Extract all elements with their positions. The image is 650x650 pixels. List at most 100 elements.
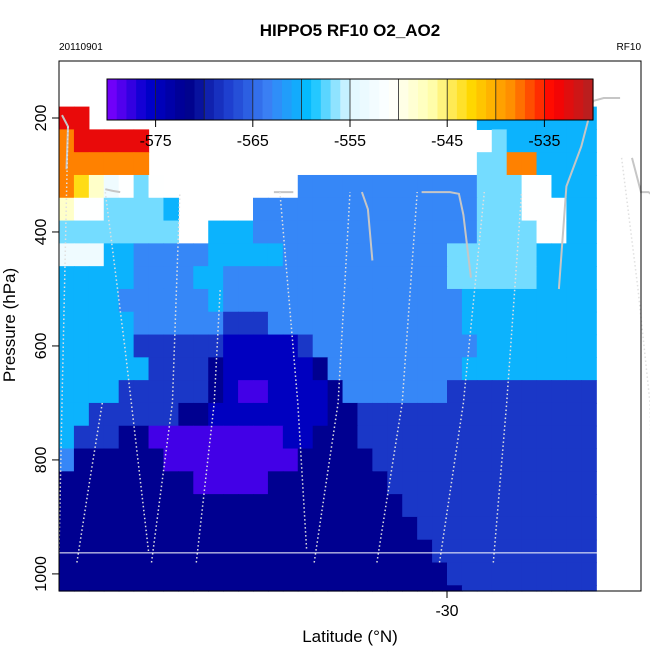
heat-cell [521,402,538,427]
y-axis-label: Pressure (hPa) [0,268,19,382]
heat-cell [566,425,582,450]
heat-cell [551,220,567,244]
heat-cell [223,425,239,450]
heat-cell [133,288,150,313]
heat-cell [297,357,314,381]
heat-cell [491,425,508,450]
heat-cell [253,380,269,404]
heat-cell [59,516,75,541]
heat-cell [238,311,254,336]
heat-cell [253,243,269,267]
heat-cell [118,152,135,176]
heat-cell [521,539,538,564]
heat-cell [461,311,478,336]
heat-cell [566,585,582,592]
colorbar-swatch [379,79,390,120]
heat-cell [566,448,582,472]
heat-cell [88,129,105,153]
heat-cell [551,357,567,381]
heat-cell [506,197,523,222]
heat-cell [88,562,105,586]
heat-cell [193,266,209,290]
heat-cell [223,311,239,336]
heat-cell [223,516,239,541]
heat-cell [223,402,239,427]
colorbar-tick-label: -535 [528,133,560,150]
heat-cell [59,288,75,313]
heat-cell [73,494,90,518]
heat-cell [536,174,553,199]
heat-cell [327,516,344,541]
heat-cell [402,311,418,336]
heat-cell [163,357,179,381]
heat-cell [267,425,284,450]
colorbar-swatch [524,79,536,120]
heat-cell [342,539,359,564]
heat-cell [73,562,90,586]
heat-cell [581,220,597,244]
heat-cell [103,562,120,586]
heat-cell [581,357,597,381]
heat-cell [447,471,463,495]
heat-cell [551,288,567,313]
heat-cell [253,562,269,586]
heat-cell [88,197,105,222]
heat-cell [551,197,567,222]
heat-cell [238,539,254,564]
heat-cell [88,152,105,176]
heat-cell [372,402,388,427]
heat-cell [506,448,523,472]
heat-cell [536,516,553,541]
heat-cell [223,471,239,495]
heat-cell [581,197,597,222]
heat-cell [148,357,165,381]
heat-cell [297,380,314,404]
heat-cell [297,494,314,518]
heat-cell [208,494,224,518]
heat-cell [253,494,269,518]
heat-cell [417,585,433,592]
heat-cell [536,425,553,450]
heat-cell [88,425,105,450]
heat-cell [402,562,418,586]
heat-cell [387,380,403,404]
heat-cell [208,516,224,541]
heat-cell [581,152,597,176]
heat-cell [312,243,329,267]
heat-cell [476,220,493,244]
heat-cell [387,311,403,336]
heat-cell [506,539,523,564]
heat-cell [88,266,105,290]
heat-cell [447,516,463,541]
heat-cell [208,562,224,586]
heat-cell [178,448,194,472]
heat-cell [327,220,344,244]
heat-cell [357,448,373,472]
heat-cell [73,334,90,358]
heat-cell [88,243,105,267]
heat-cell [88,402,105,427]
heat-cell [327,425,344,450]
heat-cell [103,357,120,381]
heat-cell [88,380,105,404]
heat-cell [133,448,150,472]
colorbar-swatch [165,79,176,120]
heat-cell [581,471,597,495]
heat-cell [297,311,314,336]
heat-cell [118,448,135,472]
heat-cell [193,539,209,564]
heat-cell [267,197,284,222]
heat-cell [491,174,508,199]
heat-cell [103,174,120,199]
heat-cell [387,402,403,427]
heat-cell [103,402,120,427]
heat-cell [178,562,194,586]
heat-cell [282,425,299,450]
heat-cell [163,494,179,518]
heat-cell [447,585,463,592]
heat-cell [372,425,388,450]
heat-cell [193,402,209,427]
heat-cell [476,357,493,381]
heat-cell [193,471,209,495]
heat-cell [461,448,478,472]
